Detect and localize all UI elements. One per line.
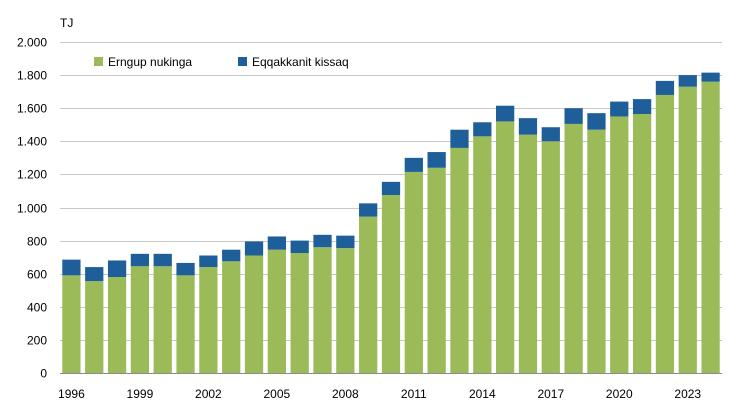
bar-segment-eqqakkanit-kissaq-2002 [199, 255, 218, 268]
x-tick-label: 2017 [537, 387, 564, 401]
y-tick-label: 1.000 [17, 202, 47, 216]
bar-segment-eqqakkanit-kissaq-2012 [427, 152, 446, 168]
bar-segment-erngup-nukinga-2016 [518, 134, 538, 373]
bar-segment-erngup-nukinga-2009 [359, 216, 378, 373]
y-tick-label: 1.200 [17, 168, 47, 182]
bar-segment-eqqakkanit-kissaq-1999 [130, 253, 150, 267]
bar-segment-eqqakkanit-kissaq-2016 [518, 118, 538, 135]
bar-segment-erngup-nukinga-2010 [381, 195, 401, 373]
bar-segment-eqqakkanit-kissaq-2019 [587, 113, 606, 130]
y-tick-label: 1.600 [17, 102, 47, 116]
bar-segment-erngup-nukinga-2014 [473, 136, 492, 373]
bar-segment-erngup-nukinga-2018 [564, 123, 583, 373]
bar-segment-erngup-nukinga-2015 [496, 121, 515, 373]
bar-segment-eqqakkanit-kissaq-2000 [153, 253, 172, 267]
legend-label-erngup-nukinga: Erngup nukinga [108, 55, 192, 69]
bar-segment-erngup-nukinga-1999 [130, 266, 150, 373]
bar-segment-eqqakkanit-kissaq-1997 [85, 267, 104, 282]
bar-segment-erngup-nukinga-2022 [655, 94, 675, 374]
bar-segment-eqqakkanit-kissaq-2013 [450, 129, 469, 148]
bar-segment-erngup-nukinga-2008 [336, 248, 355, 373]
x-axis-ticks: 1996 1999 2002 2005 2008 2011 2014 2017 2020 2023 [58, 387, 701, 401]
bar-segment-erngup-nukinga-2004 [244, 255, 264, 373]
bar-segment-erngup-nukinga-2019 [587, 129, 606, 373]
bar-segment-eqqakkanit-kissaq-2021 [632, 99, 652, 114]
x-tick-label: 1996 [58, 387, 85, 401]
bar-segment-erngup-nukinga-2000 [153, 266, 172, 373]
bar-segment-eqqakkanit-kissaq-2018 [564, 108, 583, 124]
legend-label-eqqakkanit-kissaq: Eqqakkanit kissaq [252, 55, 349, 69]
bar-segment-eqqakkanit-kissaq-2024 [701, 72, 720, 82]
x-tick-label: 2020 [606, 387, 633, 401]
bar-segment-erngup-nukinga-2021 [632, 113, 652, 374]
bar-segment-erngup-nukinga-2006 [290, 253, 309, 373]
bar-segment-eqqakkanit-kissaq-2015 [496, 105, 515, 122]
bar-segment-eqqakkanit-kissaq-2009 [359, 203, 378, 217]
y-axis-ticks: 0 200 400 600 800 1.000 1.200 1.400 1.600 1.800 2.… [17, 36, 47, 381]
bar-segment-eqqakkanit-kissaq-2023 [678, 75, 697, 87]
bar-segment-eqqakkanit-kissaq-2008 [336, 235, 355, 249]
bar-segment-eqqakkanit-kissaq-2020 [610, 101, 629, 117]
bar-segment-erngup-nukinga-2024 [701, 81, 720, 373]
bar-segment-erngup-nukinga-2011 [404, 171, 423, 373]
bar-segment-erngup-nukinga-2005 [267, 249, 286, 373]
x-tick-label: 1999 [127, 387, 154, 401]
legend-swatch-erngup-nukinga [94, 57, 103, 66]
bar-segment-eqqakkanit-kissaq-2017 [541, 127, 560, 142]
y-axis-unit-label: TJ [60, 16, 73, 30]
y-tick-label: 1.400 [17, 135, 47, 149]
bar-segment-erngup-nukinga-1998 [107, 277, 127, 373]
y-tick-label: 400 [27, 301, 47, 315]
bar-segment-erngup-nukinga-2007 [313, 247, 332, 373]
bar-segment-eqqakkanit-kissaq-1998 [107, 260, 127, 278]
bar-segment-eqqakkanit-kissaq-2014 [473, 122, 492, 137]
bar-segment-erngup-nukinga-2001 [176, 275, 195, 373]
y-tick-label: 800 [27, 235, 47, 249]
bar-segment-eqqakkanit-kissaq-2011 [404, 157, 423, 172]
bars [60, 72, 722, 374]
bar-segment-eqqakkanit-kissaq-2003 [222, 249, 241, 262]
x-tick-label: 2011 [401, 387, 427, 401]
y-tick-label: 2.000 [17, 36, 47, 50]
bar-segment-eqqakkanit-kissaq-2007 [313, 234, 332, 248]
bar-segment-erngup-nukinga-1997 [85, 281, 104, 373]
bar-segment-eqqakkanit-kissaq-1996 [62, 259, 81, 276]
x-tick-label: 2002 [195, 387, 222, 401]
bar-segment-erngup-nukinga-1996 [62, 275, 81, 373]
bar-segment-erngup-nukinga-2013 [450, 147, 469, 373]
y-tick-label: 1.800 [17, 69, 47, 83]
x-tick-label: 2014 [469, 387, 496, 401]
legend: Erngup nukinga Eqqakkanit kissaq [94, 55, 349, 69]
bar-segment-eqqakkanit-kissaq-2001 [176, 262, 195, 276]
legend-item-erngup-nukinga: Erngup nukinga [94, 55, 192, 69]
bar-segment-erngup-nukinga-2003 [222, 261, 241, 373]
x-tick-label: 2023 [674, 387, 701, 401]
bar-segment-eqqakkanit-kissaq-2022 [655, 80, 675, 95]
bar-segment-erngup-nukinga-2017 [541, 141, 560, 373]
legend-swatch-eqqakkanit-kissaq [238, 57, 247, 66]
bar-segment-erngup-nukinga-2012 [427, 167, 446, 373]
bar-segment-erngup-nukinga-2002 [199, 267, 218, 373]
bar-segment-erngup-nukinga-2023 [678, 86, 697, 373]
bar-segment-eqqakkanit-kissaq-2010 [381, 181, 401, 196]
x-tick-label: 2008 [332, 387, 359, 401]
y-tick-label: 600 [27, 268, 47, 282]
legend-item-eqqakkanit-kissaq: Eqqakkanit kissaq [238, 55, 349, 69]
bar-segment-erngup-nukinga-2020 [610, 116, 629, 373]
y-tick-label: 200 [27, 334, 47, 348]
x-tick-label: 2005 [264, 387, 291, 401]
y-tick-label: 0 [40, 367, 47, 381]
bar-segment-eqqakkanit-kissaq-2006 [290, 240, 309, 254]
bar-segment-eqqakkanit-kissaq-2004 [244, 241, 264, 256]
bar-segment-eqqakkanit-kissaq-2005 [267, 236, 286, 250]
